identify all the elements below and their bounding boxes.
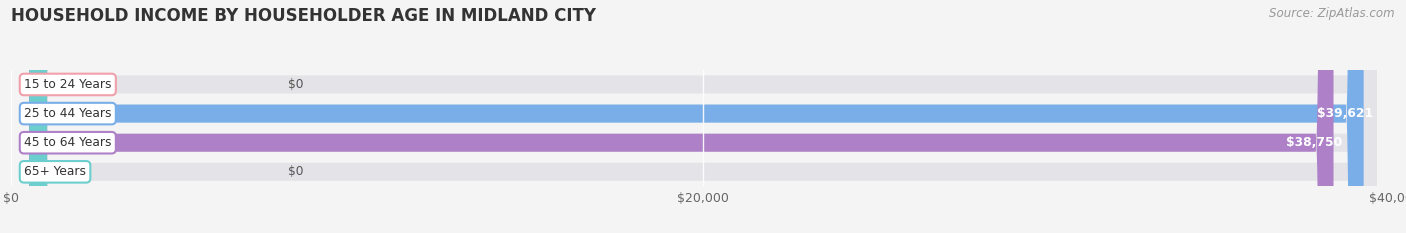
- Text: $38,750: $38,750: [1286, 136, 1343, 149]
- FancyBboxPatch shape: [30, 0, 48, 233]
- Text: 45 to 64 Years: 45 to 64 Years: [24, 136, 111, 149]
- FancyBboxPatch shape: [30, 0, 1333, 233]
- Text: 65+ Years: 65+ Years: [24, 165, 86, 178]
- FancyBboxPatch shape: [30, 0, 1376, 233]
- Text: 15 to 24 Years: 15 to 24 Years: [24, 78, 111, 91]
- FancyBboxPatch shape: [30, 0, 1376, 233]
- Text: $0: $0: [288, 165, 304, 178]
- FancyBboxPatch shape: [30, 0, 48, 233]
- Text: $0: $0: [288, 78, 304, 91]
- FancyBboxPatch shape: [30, 0, 1364, 233]
- Text: 25 to 44 Years: 25 to 44 Years: [24, 107, 111, 120]
- Text: $39,621: $39,621: [1316, 107, 1372, 120]
- Text: Source: ZipAtlas.com: Source: ZipAtlas.com: [1270, 7, 1395, 20]
- FancyBboxPatch shape: [30, 0, 1376, 233]
- Text: HOUSEHOLD INCOME BY HOUSEHOLDER AGE IN MIDLAND CITY: HOUSEHOLD INCOME BY HOUSEHOLDER AGE IN M…: [11, 7, 596, 25]
- FancyBboxPatch shape: [30, 0, 1376, 233]
